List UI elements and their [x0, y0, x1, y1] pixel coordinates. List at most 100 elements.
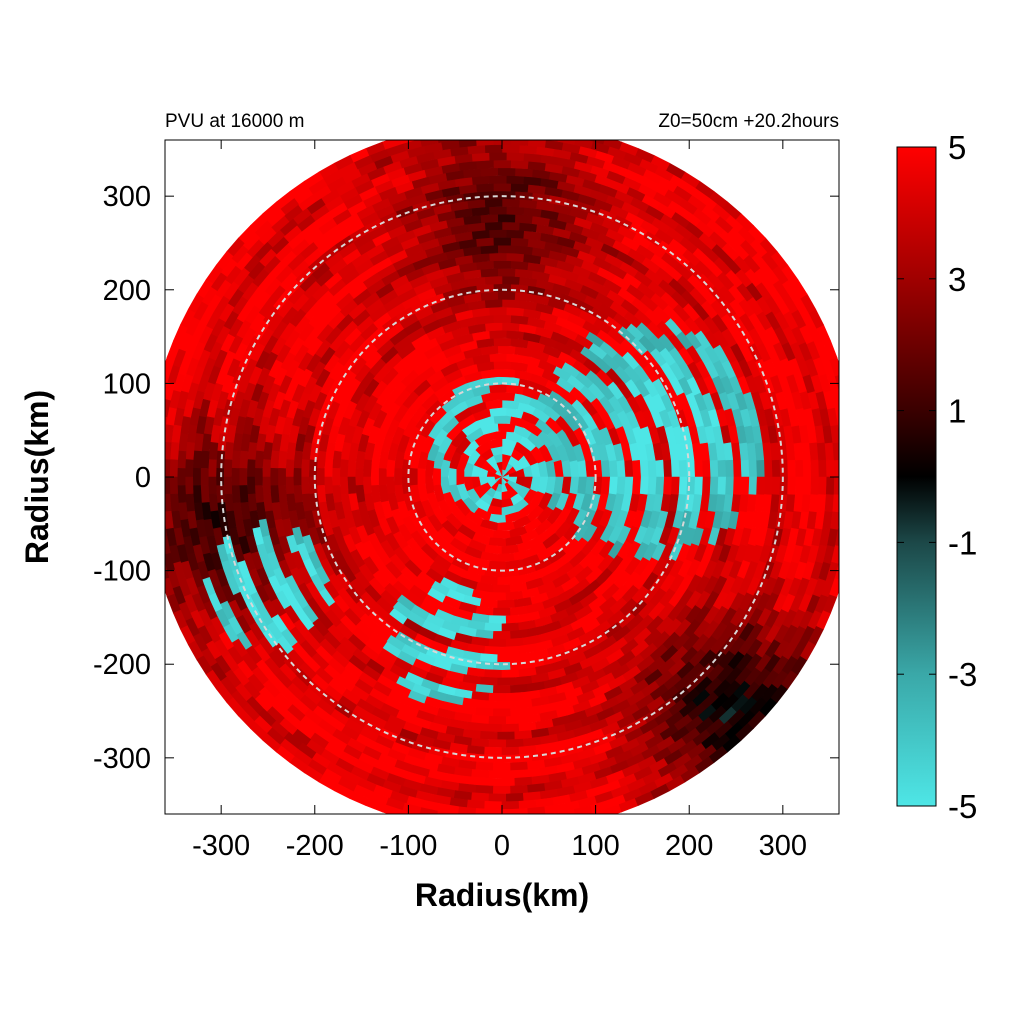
- heatmap-cell: [479, 244, 499, 255]
- heatmap-cell: [802, 459, 812, 478]
- heatmap-cell: [497, 267, 516, 277]
- heatmap-cell: [165, 459, 171, 478]
- heatmap-cell: [505, 151, 525, 162]
- heatmap-cell: [155, 433, 164, 451]
- heatmap-cell: [433, 125, 451, 136]
- heatmap-cell: [740, 459, 750, 478]
- heatmap-cell: [488, 252, 507, 262]
- heatmap-cell: [488, 770, 507, 779]
- y-tick-label: 0: [135, 462, 151, 494]
- heatmap-cell: [467, 823, 485, 832]
- heatmap-cell: [484, 198, 503, 208]
- heatmap-cell: [527, 806, 546, 814]
- heatmap-cell: [331, 467, 341, 487]
- heatmap-cell: [484, 321, 503, 332]
- heatmap-cell: [277, 467, 286, 487]
- heatmap-cell: [479, 267, 499, 278]
- heatmap-cell: [733, 476, 743, 495]
- heatmap-cell: [223, 459, 233, 478]
- heatmap-cell: [647, 459, 658, 478]
- heatmap-cell: [497, 553, 516, 563]
- heatmap-cell: [709, 476, 719, 495]
- heatmap-cell: [670, 459, 681, 478]
- heatmap-cell: [492, 159, 512, 169]
- heatmap-cell: [694, 476, 704, 495]
- heatmap-cell: [153, 545, 164, 564]
- heatmap-cell: [655, 476, 665, 495]
- heatmap-cell: [200, 467, 209, 487]
- heatmap-cell: [756, 459, 766, 478]
- heatmap-cell: [169, 459, 179, 478]
- heatmap-cell: [154, 468, 162, 485]
- heatmap-cell: [484, 221, 503, 231]
- heatmap-cell: [709, 459, 719, 478]
- heatmap-cell: [492, 607, 512, 617]
- heatmap-cell: [300, 459, 310, 478]
- heatmap-cell: [488, 793, 507, 803]
- heatmap-cell: [475, 159, 494, 170]
- heatmap-cell: [497, 700, 516, 710]
- heatmap-cell: [155, 503, 164, 521]
- heatmap-cell: [393, 467, 403, 487]
- heatmap-cell: [238, 467, 248, 487]
- heatmap-cell: [527, 140, 546, 148]
- heatmap-cell: [497, 599, 516, 609]
- heatmap-cell: [497, 345, 516, 355]
- heatmap-cell: [246, 476, 256, 495]
- title-right: Z0=50cm +20.2hours: [658, 111, 839, 132]
- heatmap-cell: [818, 459, 828, 478]
- heatmap-cell: [553, 818, 571, 829]
- heatmap-cell: [454, 813, 458, 814]
- heatmap-cell: [492, 337, 512, 347]
- heatmap-cell: [616, 476, 627, 495]
- heatmap-cell: [362, 459, 372, 478]
- heatmap-cell: [192, 450, 202, 469]
- heatmap-cell: [207, 476, 217, 495]
- x-axis-title: Radius(km): [415, 877, 589, 913]
- heatmap-cell: [505, 252, 525, 262]
- heatmap-cell: [479, 754, 499, 764]
- heatmap-cell: [510, 159, 529, 170]
- heatmap-cell: [475, 761, 494, 772]
- heatmap-cell: [362, 476, 372, 495]
- heatmap-cell: [433, 818, 451, 829]
- heatmap-cell: [748, 476, 758, 495]
- colorbar: [896, 146, 937, 807]
- heatmap-cell: [492, 314, 512, 323]
- heatmap-cell: [471, 816, 489, 825]
- heatmap-cell: [510, 808, 529, 814]
- heatmap-cell: [663, 459, 673, 478]
- heatmap-cell: [484, 622, 503, 633]
- heatmap-cell: [519, 122, 537, 131]
- heatmap-cell: [261, 476, 271, 495]
- heatmap-cell: [501, 645, 520, 656]
- colorbar-tick-label: -5: [948, 788, 977, 825]
- heatmap-cell: [756, 476, 766, 495]
- heatmap-cell: [608, 476, 619, 495]
- heatmap-cell: [497, 731, 516, 741]
- y-tick-label: 300: [103, 181, 151, 213]
- heatmap-cell: [570, 815, 589, 826]
- heatmap-cell: [694, 459, 704, 478]
- heatmap-cell: [450, 821, 468, 831]
- heatmap-cell: [505, 769, 525, 779]
- heatmap-cell: [492, 785, 512, 795]
- heatmap-cell: [725, 476, 735, 495]
- heatmap-cell: [492, 237, 512, 246]
- heatmap-cell: [300, 476, 310, 495]
- heatmap-cell: [339, 476, 349, 495]
- heatmap-cell: [339, 459, 349, 478]
- heatmap-cell: [246, 459, 256, 478]
- heatmap-cell: [488, 692, 507, 702]
- heatmap-cell: [536, 821, 554, 831]
- heatmap-cell: [497, 291, 516, 300]
- heatmap-cell: [502, 121, 520, 129]
- y-tick-label: -100: [93, 556, 151, 588]
- heatmap-cell: [488, 615, 507, 625]
- heatmap-cell: [492, 584, 512, 594]
- heatmap-cell: [488, 592, 507, 602]
- heatmap-cell: [492, 360, 512, 370]
- heatmap-cell: [497, 244, 516, 254]
- heatmap-cell: [416, 815, 435, 826]
- heatmap-cell: [514, 776, 533, 787]
